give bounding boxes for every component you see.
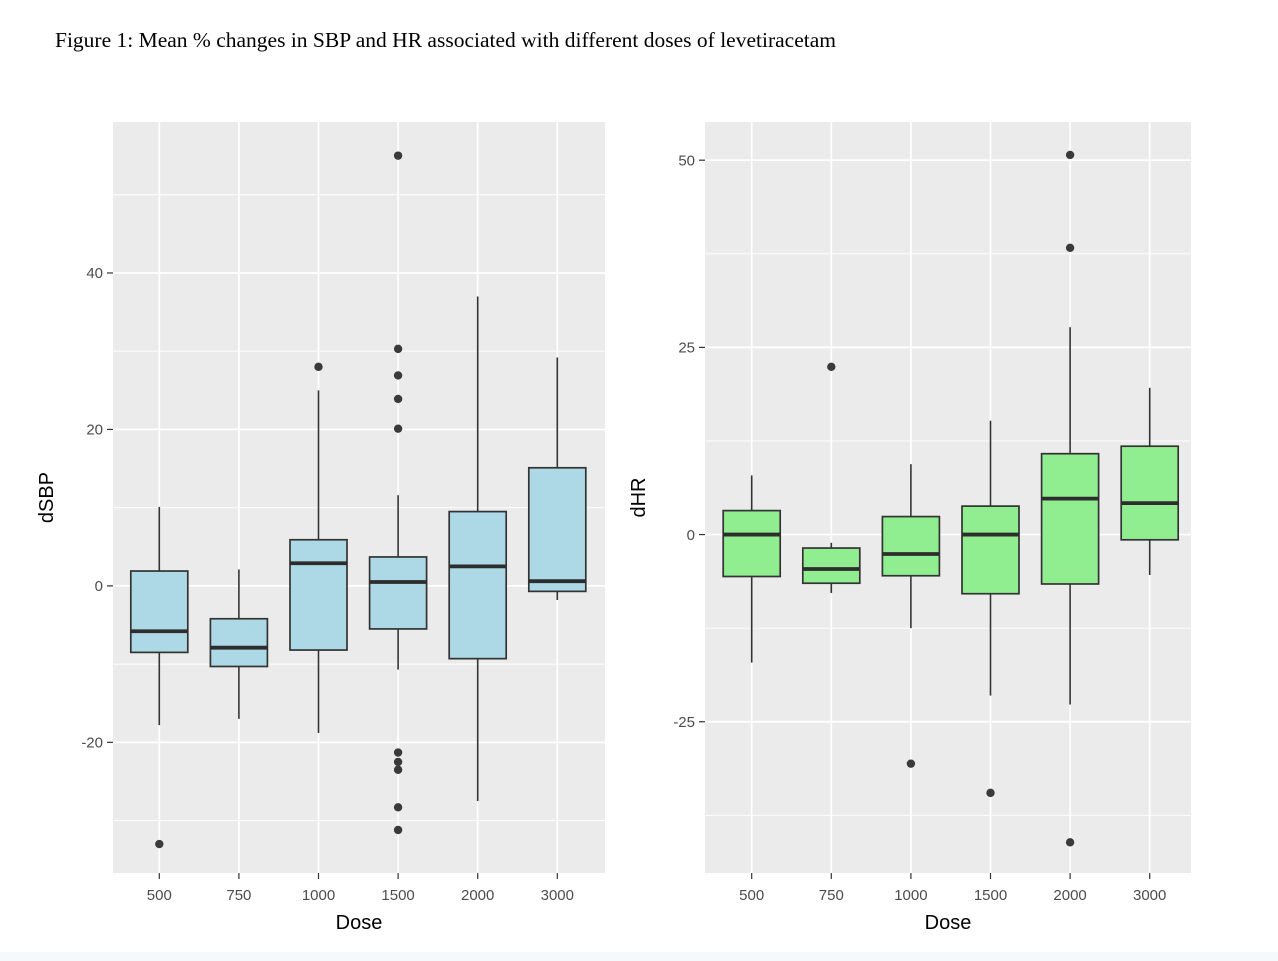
box xyxy=(289,538,348,651)
x-tick-label: 750 xyxy=(226,887,251,904)
box xyxy=(881,515,941,577)
box xyxy=(1040,452,1100,585)
outlier-point xyxy=(393,344,403,354)
y-tick-label: -20 xyxy=(81,735,103,752)
outlier-point xyxy=(393,765,403,774)
outlier-point xyxy=(393,748,403,757)
x-tick-label: 3000 xyxy=(1133,887,1166,904)
box xyxy=(1120,445,1180,541)
box xyxy=(368,556,428,630)
x-axis-title: Dose xyxy=(336,912,383,934)
outlier-point xyxy=(314,362,323,372)
y-tick-label: 25 xyxy=(678,340,695,357)
x-axis-title: Dose xyxy=(925,912,972,934)
outlier-point xyxy=(1065,838,1075,847)
outlier-point xyxy=(393,394,403,404)
x-tick-label: 1500 xyxy=(974,887,1007,904)
box xyxy=(448,510,508,660)
outlier-point xyxy=(906,759,916,768)
outlier-point xyxy=(393,371,403,380)
box xyxy=(129,570,189,654)
outlier-point xyxy=(1065,150,1075,160)
y-tick-label: 50 xyxy=(678,152,695,169)
boxplot-dhr: 50 25 0 -25 500 750 1000 1500 2000 3000 Dose dHR xyxy=(628,122,1191,934)
box xyxy=(722,509,782,578)
y-tick-label: 0 xyxy=(687,527,695,544)
figure-title: Figure 1: Mean % changes in SBP and HR a… xyxy=(55,28,836,52)
x-tick-label: 750 xyxy=(819,887,844,904)
y-axis-title: dHR xyxy=(628,477,650,517)
x-tick-label: 1000 xyxy=(894,887,927,904)
outlier-point xyxy=(393,825,403,835)
outlier-point xyxy=(393,757,403,767)
box xyxy=(801,547,861,585)
y-tick-label: 0 xyxy=(95,578,103,595)
outlier-point xyxy=(986,788,995,798)
outlier-point xyxy=(827,362,836,372)
y-tick-label: 40 xyxy=(86,265,103,282)
outlier-point xyxy=(393,424,403,433)
box xyxy=(209,617,269,668)
x-tick-label: 2000 xyxy=(1053,887,1086,904)
x-tick-label: 500 xyxy=(147,887,172,904)
plot-panel xyxy=(113,122,605,873)
x-tick-label: 2000 xyxy=(461,887,494,904)
outlier-point xyxy=(393,151,403,160)
y-tick-label: -25 xyxy=(673,714,695,731)
x-tick-label: 500 xyxy=(739,887,764,904)
box xyxy=(527,466,587,593)
outlier-point xyxy=(1065,243,1075,252)
bottom-edge-strip xyxy=(0,952,1278,961)
x-tick-label: 1000 xyxy=(302,887,335,904)
y-tick-label: 20 xyxy=(86,422,103,439)
outlier-point xyxy=(155,839,164,849)
plot-panel xyxy=(705,122,1191,873)
outlier-point xyxy=(393,803,403,812)
y-axis-title: dSBP xyxy=(36,472,58,523)
x-tick-label: 1500 xyxy=(381,887,414,904)
box xyxy=(961,505,1020,595)
boxplot-dsbp: 40 20 0 -20 500 750 1000 1500 2000 3000 Dose dSBP xyxy=(36,122,605,934)
x-tick-label: 3000 xyxy=(541,887,574,904)
